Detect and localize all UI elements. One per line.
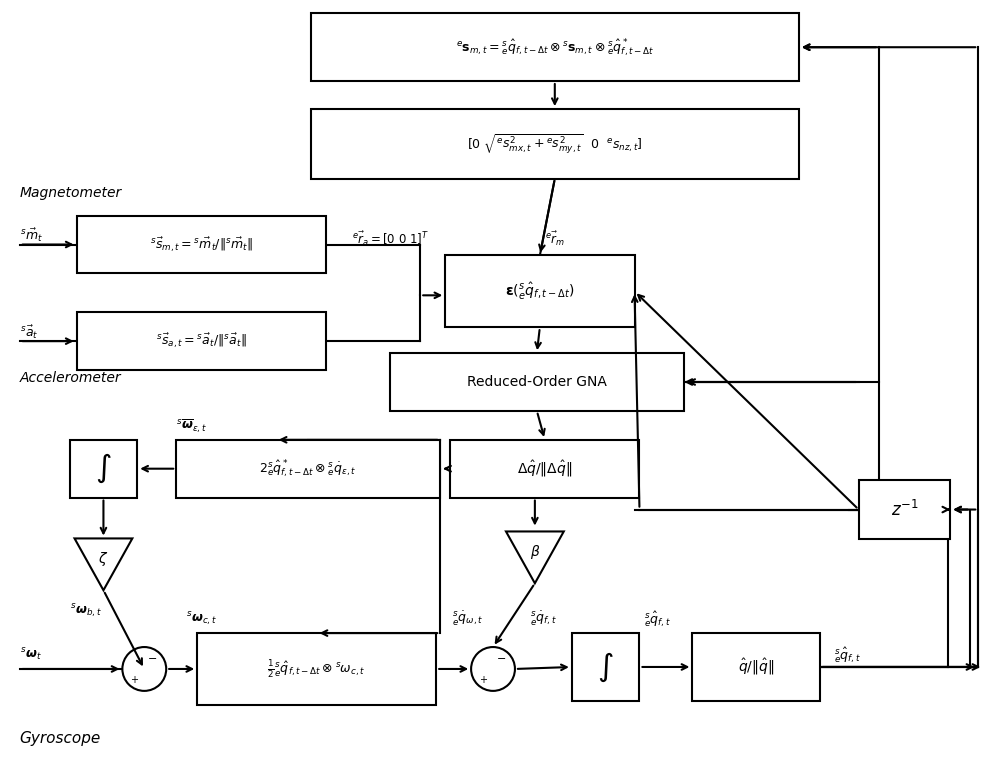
Bar <box>77 216 326 273</box>
Text: ${}^s_e\dot{q}_{\omega,t}$: ${}^s_e\dot{q}_{\omega,t}$ <box>452 610 484 628</box>
Text: ${}^s\vec{s}_{a,t} = {}^s\vec{a}_t/\|{}^s\vec{a}_t\|$: ${}^s\vec{s}_{a,t} = {}^s\vec{a}_t/\|{}^… <box>156 332 247 351</box>
Circle shape <box>471 647 515 691</box>
Text: ${}^s_e\hat{q}_{f,t}$: ${}^s_e\hat{q}_{f,t}$ <box>644 609 672 629</box>
Text: ${}^s_e\dot{q}_{f,t}$: ${}^s_e\dot{q}_{f,t}$ <box>530 610 557 628</box>
Text: Accelerometer: Accelerometer <box>20 371 121 385</box>
Polygon shape <box>75 538 132 591</box>
Bar <box>311 13 799 81</box>
Text: ${}^e\vec{r}_m$: ${}^e\vec{r}_m$ <box>545 229 565 248</box>
Polygon shape <box>506 532 564 583</box>
Text: $\beta$: $\beta$ <box>530 543 540 561</box>
Text: $\boldsymbol{\varepsilon}({}^s_e\hat{q}_{f,t-\Delta t})$: $\boldsymbol{\varepsilon}({}^s_e\hat{q}_… <box>505 281 575 302</box>
Bar <box>450 439 639 498</box>
Text: $-$: $-$ <box>147 652 157 662</box>
Text: $-$: $-$ <box>496 652 506 662</box>
Bar <box>197 633 436 705</box>
Text: $2{}^s_e\hat{q}^*_{f,t-\Delta t} \otimes {}^s_e\dot{q}_{\varepsilon,t}$: $2{}^s_e\hat{q}^*_{f,t-\Delta t} \otimes… <box>259 458 356 479</box>
Text: $\Delta\hat{q}/\|\Delta\hat{q}\|$: $\Delta\hat{q}/\|\Delta\hat{q}\|$ <box>517 459 573 479</box>
Bar <box>692 633 820 701</box>
Text: $\int$: $\int$ <box>95 452 112 486</box>
Circle shape <box>122 647 166 691</box>
Text: $\zeta$: $\zeta$ <box>98 550 109 568</box>
Text: ${}^s\vec{s}_{m,t} = {}^s\vec{m}_t/\|{}^s\vec{m}_t\|$: ${}^s\vec{s}_{m,t} = {}^s\vec{m}_t/\|{}^… <box>150 235 253 254</box>
Text: ${}^s_e\hat{q}_{f,t}$: ${}^s_e\hat{q}_{f,t}$ <box>834 645 861 665</box>
Bar <box>572 633 639 701</box>
Text: +: + <box>130 675 138 685</box>
Text: ${}^e\mathbf{s}_{m,t} = {}^s_e\hat{q}_{f,t-\Delta t} \otimes {}^s\mathbf{s}_{m,t: ${}^e\mathbf{s}_{m,t} = {}^s_e\hat{q}_{f… <box>456 37 654 58</box>
Text: $[0\ \sqrt{{}^e s^2_{mx,t} + {}^e s^2_{my,t}}\ \ 0\ \ {}^e s_{nz,t}]$: $[0\ \sqrt{{}^e s^2_{mx,t} + {}^e s^2_{m… <box>467 132 643 156</box>
Bar <box>70 439 137 498</box>
Text: $\int$: $\int$ <box>597 650 614 683</box>
Text: ${}^s\vec{m}_t$: ${}^s\vec{m}_t$ <box>20 227 43 244</box>
Text: ${}^s\boldsymbol{\omega}_t$: ${}^s\boldsymbol{\omega}_t$ <box>20 647 41 663</box>
Text: ${}^s\boldsymbol{\omega}_{b,t}$: ${}^s\boldsymbol{\omega}_{b,t}$ <box>70 602 101 620</box>
Text: ${}^s\vec{a}_t$: ${}^s\vec{a}_t$ <box>20 324 38 341</box>
Text: $z^{-1}$: $z^{-1}$ <box>891 499 918 519</box>
Bar <box>176 439 440 498</box>
Bar <box>390 353 684 411</box>
Text: ${}^s\boldsymbol{\omega}_{c,t}$: ${}^s\boldsymbol{\omega}_{c,t}$ <box>186 611 217 628</box>
Text: Gyroscope: Gyroscope <box>20 731 101 746</box>
Bar <box>445 255 635 328</box>
Text: ${}^e\vec{r}_a = [0\ 0\ 1]^T$: ${}^e\vec{r}_a = [0\ 0\ 1]^T$ <box>352 229 429 248</box>
Bar <box>311 109 799 179</box>
Text: Magnetometer: Magnetometer <box>20 186 122 199</box>
Text: Reduced-Order GNA: Reduced-Order GNA <box>467 375 607 389</box>
Text: $\frac{1}{2}{}^s_e\hat{q}_{f,t-\Delta t} \otimes {}^s\omega_{c,t}$: $\frac{1}{2}{}^s_e\hat{q}_{f,t-\Delta t}… <box>267 658 366 680</box>
Text: ${}^s\overline{\boldsymbol{\omega}}_{\varepsilon,t}$: ${}^s\overline{\boldsymbol{\omega}}_{\va… <box>176 417 207 435</box>
Text: +: + <box>479 675 487 685</box>
Bar <box>859 479 950 539</box>
Text: $\hat{q}/\|\hat{q}\|$: $\hat{q}/\|\hat{q}\|$ <box>738 657 774 677</box>
Bar <box>77 312 326 370</box>
